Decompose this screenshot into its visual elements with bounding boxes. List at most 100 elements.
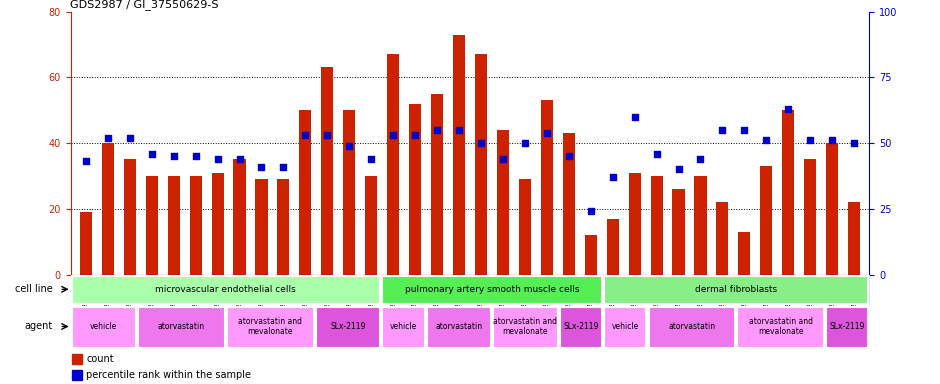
Text: SLx-2119: SLx-2119 — [330, 322, 366, 331]
Text: vehicle: vehicle — [612, 322, 639, 331]
Bar — [563, 133, 575, 275]
Bar — [227, 307, 314, 348]
Point — [759, 137, 774, 144]
Bar — [805, 159, 816, 275]
Bar — [738, 307, 824, 348]
Bar — [233, 159, 245, 275]
Point — [451, 127, 466, 133]
Point — [495, 156, 510, 162]
Bar — [167, 176, 180, 275]
Point — [232, 156, 247, 162]
Bar — [71, 307, 136, 348]
Text: atorvastatin: atorvastatin — [668, 322, 715, 331]
Bar — [321, 68, 334, 275]
Text: SLx-2119: SLx-2119 — [830, 322, 865, 331]
Bar — [604, 276, 869, 304]
Bar — [649, 307, 735, 348]
Bar — [695, 176, 707, 275]
Bar — [475, 54, 487, 275]
Bar — [256, 179, 268, 275]
Point — [824, 137, 839, 144]
Point — [122, 135, 137, 141]
Point — [210, 156, 225, 162]
Point — [144, 151, 159, 157]
Bar — [387, 54, 400, 275]
Bar — [72, 370, 83, 380]
Bar — [102, 143, 114, 275]
Point — [781, 106, 796, 112]
Bar — [409, 104, 421, 275]
Text: pulmonary artery smooth muscle cells: pulmonary artery smooth muscle cells — [405, 285, 579, 294]
Text: percentile rank within the sample: percentile rank within the sample — [86, 370, 252, 380]
Bar — [453, 35, 465, 275]
Point — [385, 132, 400, 138]
Bar — [497, 130, 509, 275]
Bar — [365, 176, 377, 275]
Point — [583, 209, 598, 215]
Text: atorvastatin and
mevalonate: atorvastatin and mevalonate — [494, 317, 557, 336]
Bar — [826, 143, 838, 275]
Bar — [431, 94, 443, 275]
Bar — [560, 307, 602, 348]
Text: atorvastatin: atorvastatin — [435, 322, 482, 331]
Point — [78, 158, 93, 164]
Point — [737, 127, 752, 133]
Point — [561, 153, 576, 159]
Point — [276, 164, 291, 170]
Bar — [427, 307, 491, 348]
Text: SLx-2119: SLx-2119 — [563, 322, 599, 331]
Point — [605, 174, 620, 180]
Point — [254, 164, 269, 170]
Bar — [585, 235, 597, 275]
Bar — [606, 218, 619, 275]
Point — [474, 140, 489, 146]
Bar — [383, 307, 425, 348]
Bar — [383, 276, 602, 304]
Bar — [80, 212, 92, 275]
Bar — [826, 307, 869, 348]
Bar — [672, 189, 684, 275]
Point — [649, 151, 664, 157]
Bar — [299, 110, 311, 275]
Bar — [138, 307, 225, 348]
Bar — [716, 202, 728, 275]
Point — [671, 166, 686, 172]
Bar — [343, 110, 355, 275]
Bar — [738, 232, 750, 275]
Bar — [650, 176, 663, 275]
Bar — [760, 166, 773, 275]
Bar — [146, 176, 158, 275]
Bar — [540, 100, 553, 275]
Point — [517, 140, 532, 146]
Text: GDS2987 / GI_37550629-S: GDS2987 / GI_37550629-S — [70, 0, 219, 10]
Point — [101, 135, 116, 141]
Text: vehicle: vehicle — [90, 322, 118, 331]
Text: dermal fibroblasts: dermal fibroblasts — [696, 285, 777, 294]
Point — [166, 153, 181, 159]
Text: atorvastatin: atorvastatin — [158, 322, 205, 331]
Bar — [212, 173, 224, 275]
Point — [342, 142, 357, 149]
Text: vehicle: vehicle — [390, 322, 417, 331]
Bar — [782, 110, 794, 275]
Bar — [124, 159, 135, 275]
Text: cell line: cell line — [15, 284, 53, 294]
Point — [430, 127, 445, 133]
Point — [540, 129, 555, 136]
Bar — [316, 307, 380, 348]
Text: microvascular endothelial cells: microvascular endothelial cells — [155, 285, 296, 294]
Point — [847, 140, 862, 146]
Point — [627, 114, 642, 120]
Text: agent: agent — [24, 321, 53, 331]
Bar — [519, 179, 531, 275]
Bar — [277, 179, 290, 275]
Bar — [629, 173, 641, 275]
Point — [715, 127, 730, 133]
Point — [188, 153, 203, 159]
Point — [803, 137, 818, 144]
Bar — [190, 176, 202, 275]
Bar — [71, 276, 380, 304]
Bar — [848, 202, 860, 275]
Text: count: count — [86, 354, 114, 364]
Text: atorvastatin and
mevalonate: atorvastatin and mevalonate — [749, 317, 813, 336]
